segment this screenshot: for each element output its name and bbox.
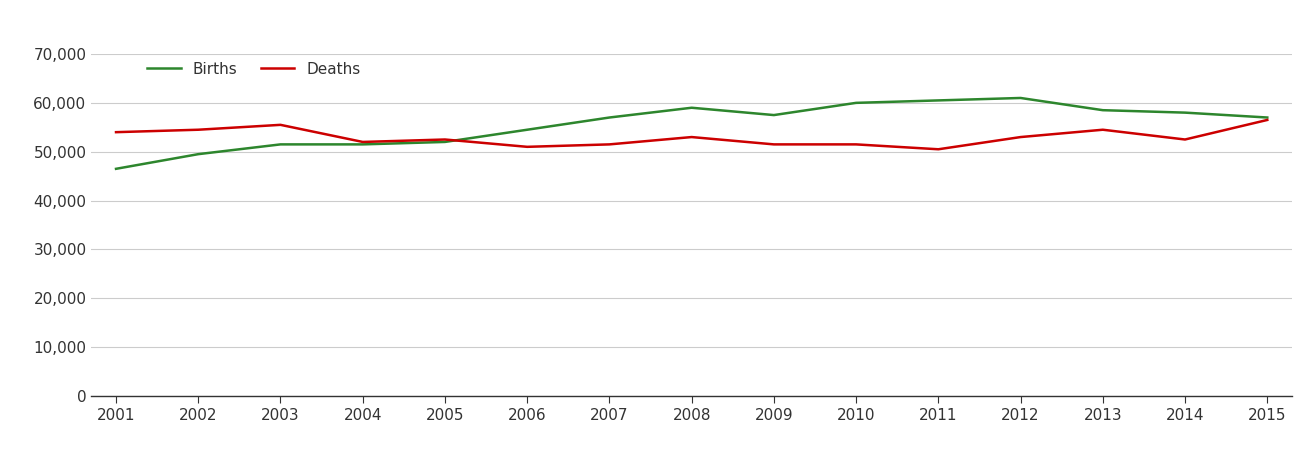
Births	[273, 142, 288, 147]
Line: Births: Births	[116, 98, 1267, 169]
Deaths	[355, 139, 371, 144]
Deaths	[273, 122, 288, 127]
Line: Deaths: Deaths	[116, 120, 1267, 149]
Deaths	[437, 137, 453, 142]
Deaths	[519, 144, 535, 149]
Deaths	[1259, 117, 1275, 123]
Deaths	[191, 127, 206, 132]
Deaths	[848, 142, 864, 147]
Legend: Births, Deaths: Births, Deaths	[147, 62, 360, 76]
Deaths	[1177, 137, 1193, 142]
Births	[191, 152, 206, 157]
Births	[355, 142, 371, 147]
Births	[1095, 108, 1111, 113]
Births	[1259, 115, 1275, 120]
Births	[1013, 95, 1028, 101]
Births	[108, 166, 124, 171]
Deaths	[108, 130, 124, 135]
Deaths	[766, 142, 782, 147]
Deaths	[1095, 127, 1111, 132]
Births	[519, 127, 535, 132]
Births	[930, 98, 946, 103]
Deaths	[930, 147, 946, 152]
Deaths	[1013, 135, 1028, 140]
Deaths	[602, 142, 617, 147]
Deaths	[684, 135, 699, 140]
Births	[1177, 110, 1193, 115]
Births	[437, 139, 453, 144]
Births	[766, 112, 782, 118]
Births	[602, 115, 617, 120]
Births	[684, 105, 699, 110]
Births	[848, 100, 864, 106]
